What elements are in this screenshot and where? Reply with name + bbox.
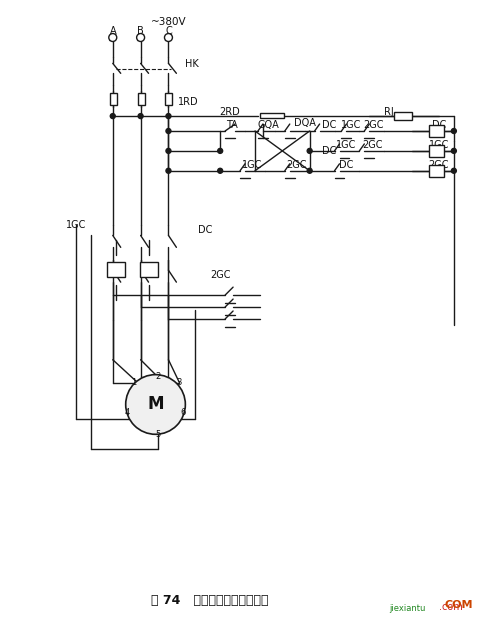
Text: DC: DC [322,146,336,156]
Text: jiexiantu: jiexiantu [389,604,426,613]
Text: 1GC: 1GC [341,120,361,130]
Circle shape [452,128,456,133]
Text: 1: 1 [131,378,136,387]
Text: DC: DC [432,120,446,130]
Bar [394,112,412,120]
Circle shape [166,128,171,133]
Circle shape [109,33,116,42]
Text: DQA: DQA [294,118,316,128]
Circle shape [307,168,312,173]
Text: 3: 3 [176,378,182,387]
Bar [107,262,124,277]
Circle shape [452,168,456,173]
Circle shape [166,168,171,173]
Bar [110,93,116,105]
Bar [260,113,284,118]
Text: B: B [137,25,144,35]
Circle shape [164,33,172,42]
Text: HK: HK [186,60,199,69]
Text: TA: TA [226,120,238,130]
Circle shape [110,113,116,118]
Text: 5: 5 [155,430,160,439]
Text: .com: .com [439,602,462,613]
Text: 2RD: 2RD [220,107,240,117]
Bar [138,93,144,105]
Circle shape [136,33,144,42]
Text: 2GC: 2GC [363,120,384,130]
Circle shape [307,148,312,153]
Text: M: M [148,396,164,414]
Text: 2GC: 2GC [428,160,449,170]
Text: GQA: GQA [257,120,279,130]
Text: 1RD: 1RD [178,97,199,107]
Text: DC: DC [198,226,212,236]
Text: 4: 4 [125,408,130,417]
Circle shape [218,148,222,153]
Text: DC: DC [322,120,336,130]
Circle shape [166,148,171,153]
Text: 6: 6 [180,408,186,417]
Text: COM: COM [444,600,473,610]
Bar [166,93,172,105]
Text: 1GC: 1GC [429,140,449,150]
Text: RJ: RJ [384,107,394,117]
Circle shape [126,374,186,434]
Text: 1GC: 1GC [336,140,356,150]
Circle shape [166,113,171,118]
Text: 2GC: 2GC [210,270,231,280]
Text: ~380V: ~380V [150,17,186,27]
Text: DC: DC [340,160,353,170]
Text: RJ: RJ [140,267,150,277]
Text: 图 74   双速电动机的控制线路: 图 74 双速电动机的控制线路 [152,594,269,607]
Text: 2GC: 2GC [286,160,307,170]
Circle shape [218,168,222,173]
Bar [429,165,444,177]
Text: A: A [110,25,116,35]
Bar [140,262,158,277]
Text: 1GC: 1GC [242,160,262,170]
Text: 2: 2 [155,372,160,381]
Text: C: C [165,25,172,35]
Bar [429,125,444,137]
Circle shape [138,113,143,118]
Bar [429,145,444,157]
Text: 1GC: 1GC [66,221,86,231]
Circle shape [452,148,456,153]
Text: 2GC: 2GC [362,140,382,150]
